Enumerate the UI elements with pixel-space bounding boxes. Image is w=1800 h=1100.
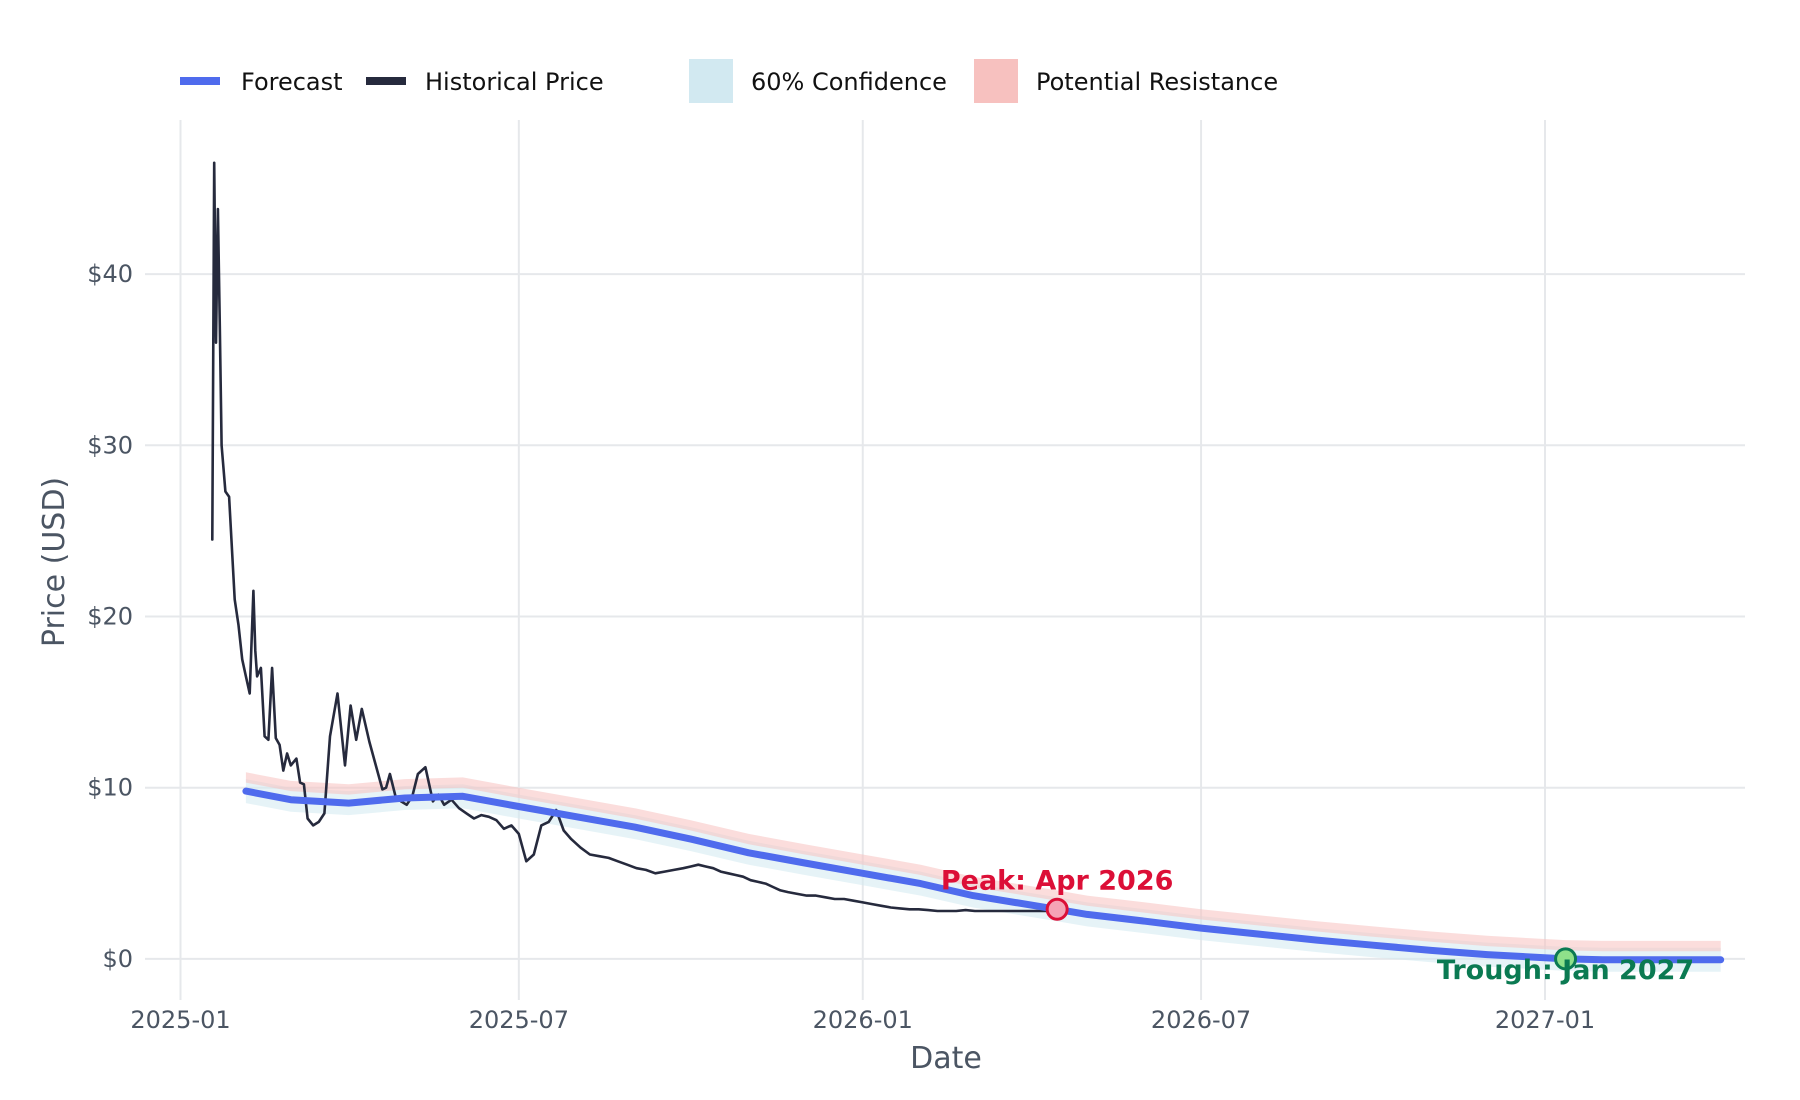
legend-label-forecast: Forecast [241,68,343,96]
x-tick-label: 2025-01 [130,1006,230,1034]
series-layer [211,161,1725,964]
60-confidence-band [245,779,1721,972]
x-tick-label: 2026-07 [1151,1006,1251,1034]
x-tick-label: 2026-01 [813,1006,913,1034]
trough-marker [1554,947,1578,971]
x-tick-label: 2027-01 [1495,1006,1595,1034]
x-tick-label: 2025-07 [469,1006,569,1034]
peak-marker [1045,897,1069,921]
legend: Forecast Historical Price 60% Confidence Po… [180,59,1278,103]
legend-label-historical-price: Historical Price [425,68,604,96]
axes-layer: Date Price (USD) $0 $10 $20 $30 $40 2025-01 20… [37,260,1595,1076]
x-axis-title: Date [910,1041,982,1076]
y-tick-label: $30 [87,431,133,459]
y-tick-label: $40 [87,260,133,288]
legend-swatch-60-confidence [689,59,733,103]
legend-label-potential-resistance: Potential Resistance [1036,68,1278,96]
trough-annotation: Trough: Jan 2027 [1437,955,1694,986]
legend-label-60-confidence: 60% Confidence [751,68,947,96]
legend-swatch-potential-resistance [974,59,1018,103]
historical-price-line [211,161,1051,913]
y-axis-title: Price (USD) [37,477,72,647]
forecast-line [242,787,1725,964]
y-tick-label: $20 [87,602,133,630]
annotations-layer: Peak: Apr 2026 Trough: Jan 2027 [941,865,1694,986]
peak-annotation: Peak: Apr 2026 [941,865,1174,896]
y-tick-label: $10 [87,774,133,802]
y-tick-label: $0 [102,945,133,973]
